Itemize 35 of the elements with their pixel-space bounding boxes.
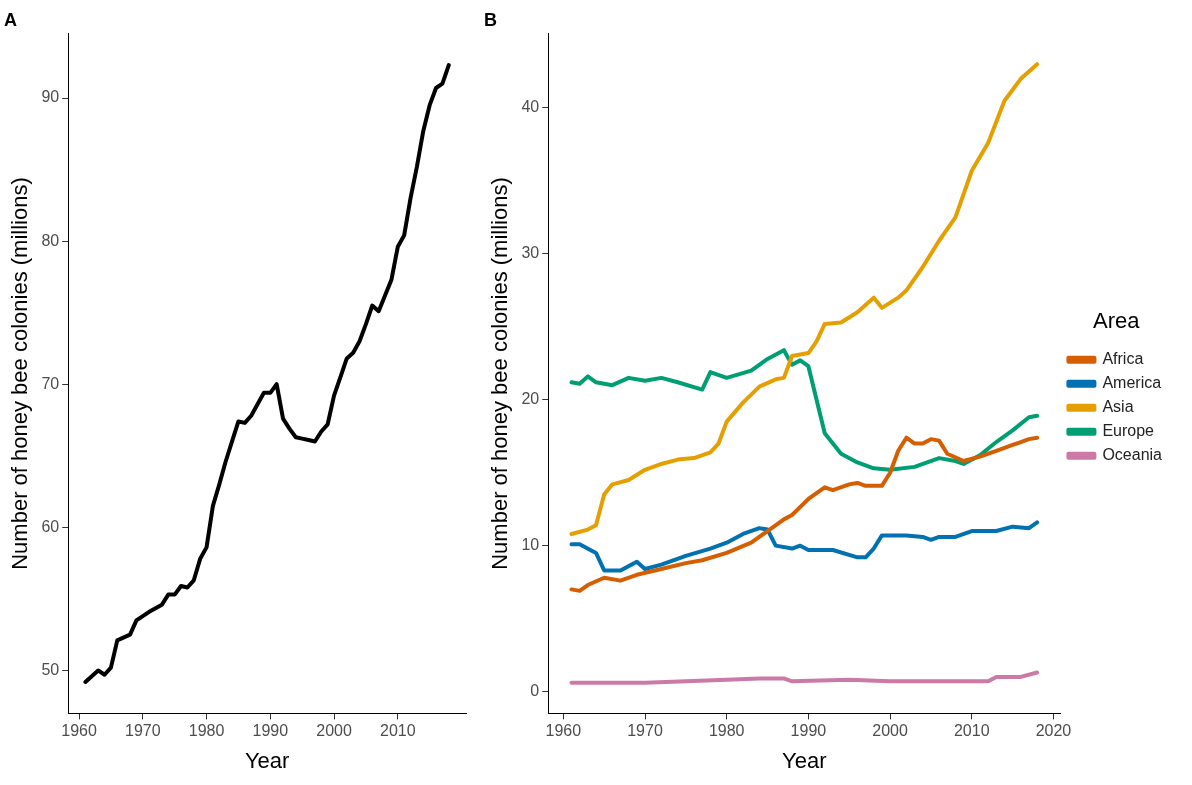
y-tick-label: 50 — [41, 660, 60, 678]
x-axis-title: Year — [244, 747, 290, 773]
x-tick-label: 1980 — [188, 722, 225, 740]
chart-title: B — [484, 9, 497, 30]
y-tick-label: 70 — [41, 374, 60, 392]
y-tick-label: 90 — [41, 88, 60, 106]
x-tick-label: 2000 — [872, 722, 908, 740]
x-tick-label: 1960 — [61, 722, 97, 740]
x-tick-label: 1990 — [252, 722, 289, 740]
x-tick-label: 2010 — [379, 722, 416, 740]
y-tick-label: 30 — [521, 244, 540, 262]
legend-label: Oceania — [1102, 446, 1163, 464]
x-tick-label: 1960 — [545, 722, 582, 740]
legend-label: Europe — [1102, 422, 1155, 440]
x-tick-label: 1980 — [708, 722, 745, 740]
y-tick-label: 20 — [521, 390, 540, 408]
legend-label: Africa — [1102, 350, 1144, 368]
x-axis-title: Year — [782, 747, 827, 773]
y-axis-title: Number of honey bee colonies (millions) — [7, 177, 33, 570]
legend-label: America — [1102, 374, 1162, 392]
chart-title: A — [4, 9, 17, 30]
x-tick-label: 1970 — [627, 722, 663, 740]
legend-label: Asia — [1102, 398, 1134, 416]
x-tick-label: 1970 — [124, 722, 161, 740]
y-axis-title: Number of honey bee colonies (millions) — [487, 177, 513, 570]
y-tick-label: 60 — [41, 517, 60, 535]
y-tick-label: 0 — [530, 681, 540, 699]
legend-title: Area — [1092, 308, 1141, 334]
x-tick-label: 2020 — [1035, 722, 1072, 740]
x-tick-label: 2010 — [953, 722, 990, 740]
x-tick-label: 2000 — [316, 722, 352, 740]
x-tick-label: 1990 — [790, 722, 827, 740]
y-tick-label: 80 — [41, 231, 60, 249]
y-tick-label: 40 — [521, 98, 540, 116]
y-tick-label: 10 — [521, 536, 540, 554]
